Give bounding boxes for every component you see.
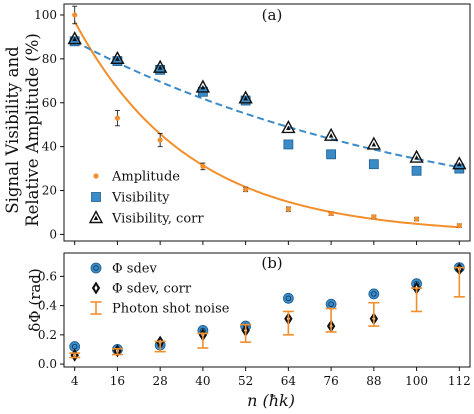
y-tick-label: 20 [42,184,57,198]
x-tick-label: 112 [448,374,471,388]
legend-label: Photon shot noise [112,302,230,317]
data-point-circle-small [456,223,462,229]
x-tick-label: 100 [405,374,428,388]
shot-noise-point [197,332,209,349]
x-tick-label: 4 [71,374,79,388]
x-tick-label: 88 [366,374,381,388]
data-point-triangle [452,156,467,170]
data-point-square [283,139,294,150]
data-point-triangle [67,31,82,45]
y-tick-label: 0.0 [38,357,57,371]
shot-noise-point [325,307,337,333]
fit-curve-1 [74,40,460,169]
panel-b-ylabel: δΦ (rad) [26,268,44,332]
data-point-circle-small [328,210,334,217]
data-point-triangle [110,50,125,65]
panel-a-label: (a) [262,6,283,24]
y-tick-label: 0.4 [38,299,57,313]
shot-noise-point [411,287,423,313]
data-point-square [411,165,422,176]
x-tick-label: 76 [323,374,338,388]
legend-item: Visibility [91,191,170,206]
legend-item: Φ sdev, corr [91,281,192,297]
x-axis-label: n (ħk) [247,391,295,410]
legend-label: Φ sdev, corr [112,282,192,297]
legend-shot-noise-symbol [90,301,102,315]
legend-symbol [91,281,101,295]
plot-frame [63,252,471,368]
legend-item: Photon shot noise [90,301,230,317]
data-point-circle [282,292,294,304]
y-tick-label: 80 [42,52,57,66]
data-point-square [368,159,379,170]
shot-noise-point [154,340,166,353]
shot-noise-point [368,301,380,327]
legend-label: Φ sdev [112,262,157,277]
legend-label: Visibility, corr [111,212,204,227]
plot-frame [63,3,471,242]
panel-a: 0 20 40 60 80 100 Amplitude Visibility Visibilit… [34,3,471,245]
y-tick-label: 100 [34,8,57,22]
shot-noise-point [240,323,252,343]
data-point-circle-small [200,163,206,169]
data-point-circle [325,298,337,310]
data-point-triangle [152,59,168,73]
data-point-circle-small [157,137,163,143]
y-tick-label: 40 [42,140,57,154]
data-point-circle [368,288,380,300]
legend-item: Amplitude [93,170,180,185]
legend: Φ sdev Φ sdev, corr Photon shot noise [90,262,230,317]
data-point-circle-small [114,115,121,121]
shot-noise-point [69,352,81,359]
data-point-circle-small [371,214,377,220]
data-point-circle-small [243,186,249,193]
shot-noise-point [111,347,123,356]
legend-item: Φ sdev [90,262,157,277]
fit-curve-0 [73,20,460,229]
data-point-triangle [409,149,424,163]
data-point-circle-small [285,206,291,212]
legend-symbol [88,210,104,224]
y-tick-label: 0.2 [38,328,57,342]
legend: Amplitude Visibility Visibility, corr [88,170,204,227]
y-tick-label: 60 [42,96,57,110]
y-tick-label: 0.6 [38,269,57,283]
data-point-triangle [238,90,253,104]
data-point-circle-small [413,216,420,222]
y-tick-label: 0 [49,227,57,241]
x-tick-label: 40 [195,374,210,388]
legend-item: Visibility, corr [88,210,204,227]
data-point-circle-small [72,12,78,18]
data-point-square [326,149,337,160]
data-point-triangle [195,79,211,93]
legend-label: Amplitude [111,170,180,185]
legend-symbol [93,173,99,179]
x-tick-label: 64 [281,374,297,388]
data-point-triangle [366,136,382,150]
x-tick-label: 52 [238,374,253,388]
x-tick-label: 28 [153,374,168,388]
legend-symbol [91,192,101,202]
legend-label: Visibility [111,191,170,206]
legend-symbol [90,262,102,274]
data-point-triangle [281,120,296,134]
shot-noise-point [453,266,465,298]
panel-b-label: (b) [261,254,282,272]
panel-a-ylabel-line2: Relative Amplitude (%) [23,33,42,227]
panel-a-ylabel-line1: Signal Visibility and [3,46,22,214]
shot-noise-point [282,310,294,336]
data-point-triangle [323,127,339,141]
x-tick-label: 16 [110,374,125,388]
